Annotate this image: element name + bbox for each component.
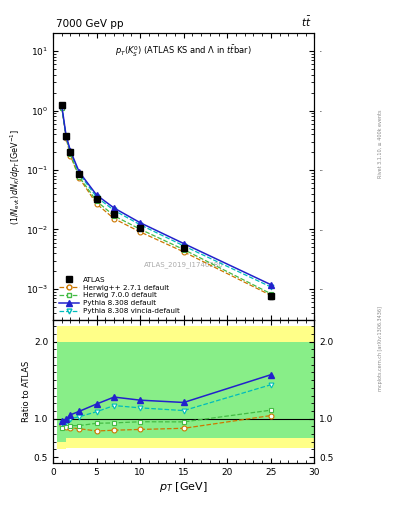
Text: ATLAS_2019_I1746286: ATLAS_2019_I1746286 bbox=[144, 262, 224, 268]
Text: $p_T(K^0_S)$ (ATLAS KS and $\Lambda$ in $t\bar{t}$bar): $p_T(K^0_S)$ (ATLAS KS and $\Lambda$ in … bbox=[116, 44, 252, 58]
Legend: ATLAS, Herwig++ 2.7.1 default, Herwig 7.0.0 default, Pythia 8.308 default, Pythi: ATLAS, Herwig++ 2.7.1 default, Herwig 7.… bbox=[57, 274, 182, 316]
Text: 7000 GeV pp: 7000 GeV pp bbox=[56, 19, 123, 29]
Text: Rivet 3.1.10, ≥ 400k events: Rivet 3.1.10, ≥ 400k events bbox=[378, 109, 383, 178]
Text: mcplots.cern.ch [arXiv:1306.3436]: mcplots.cern.ch [arXiv:1306.3436] bbox=[378, 306, 383, 391]
Y-axis label: $(1/N_\mathrm{evt})\,dN_K/dp_T\,[\mathrm{GeV}^{-1}]$: $(1/N_\mathrm{evt})\,dN_K/dp_T\,[\mathrm… bbox=[9, 129, 23, 225]
Text: $t\bar{t}$: $t\bar{t}$ bbox=[301, 15, 312, 29]
X-axis label: $p_T$ [GeV]: $p_T$ [GeV] bbox=[160, 480, 208, 494]
Y-axis label: Ratio to ATLAS: Ratio to ATLAS bbox=[22, 361, 31, 422]
